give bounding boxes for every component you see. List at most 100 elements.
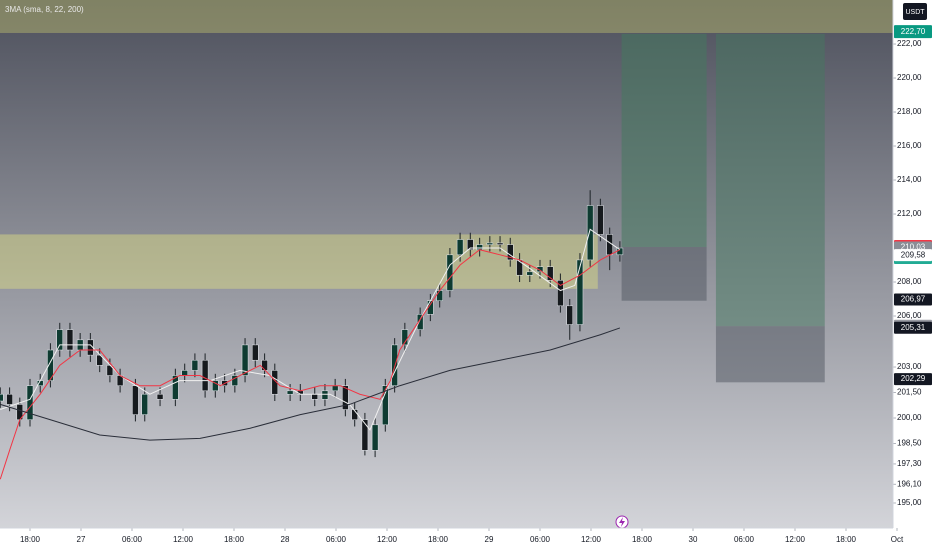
zone bbox=[621, 33, 707, 248]
candle-body bbox=[557, 280, 564, 307]
candle-body bbox=[536, 266, 544, 273]
candle-body bbox=[311, 393, 319, 400]
y-tick-label: 218,00 bbox=[897, 107, 922, 116]
candle-body bbox=[331, 385, 339, 392]
candle-body bbox=[241, 344, 249, 376]
y-tick-label: 208,00 bbox=[897, 277, 922, 286]
x-tick-label: 28 bbox=[281, 535, 290, 544]
zone bbox=[715, 326, 825, 383]
x-tick-label: 18:00 bbox=[428, 535, 449, 544]
y-tick-label: 220,00 bbox=[897, 73, 922, 82]
x-tick-label: 18:00 bbox=[632, 535, 653, 544]
y-tick-label: 214,00 bbox=[897, 175, 922, 184]
x-tick-label: 12:00 bbox=[173, 535, 194, 544]
candle-body bbox=[436, 290, 443, 301]
moving-average bbox=[0, 327, 621, 441]
candle-body bbox=[191, 359, 199, 371]
price-label: 210,03 bbox=[901, 243, 926, 252]
candle-body bbox=[486, 242, 494, 245]
x-tick-label: 06:00 bbox=[734, 535, 755, 544]
candle-body bbox=[382, 385, 389, 426]
y-tick-label: 198,50 bbox=[897, 439, 922, 448]
candle-body bbox=[56, 329, 64, 351]
price-label-box bbox=[894, 321, 932, 334]
candle-body bbox=[156, 393, 164, 400]
x-tick-label: Oct bbox=[891, 535, 904, 544]
candle-body bbox=[506, 244, 514, 261]
candle-body bbox=[361, 419, 369, 451]
zone bbox=[715, 33, 825, 327]
y-tick-label: 216,00 bbox=[897, 141, 922, 150]
moving-average bbox=[0, 228, 621, 431]
price-label-box bbox=[894, 373, 932, 386]
candle-body bbox=[47, 349, 54, 381]
candle-body bbox=[456, 239, 464, 256]
x-tick-label: 06:00 bbox=[530, 535, 551, 544]
y-tick-label: 206,00 bbox=[897, 311, 922, 320]
y-tick-label: 222,00 bbox=[897, 39, 922, 48]
candle-body bbox=[6, 393, 13, 405]
candle-body bbox=[66, 329, 74, 351]
x-tick-label: 30 bbox=[689, 535, 698, 544]
plot-area bbox=[0, 0, 893, 480]
candle-body bbox=[252, 344, 259, 361]
y-tick-label: 196,10 bbox=[897, 479, 922, 488]
candle-body bbox=[231, 375, 239, 386]
candle-body bbox=[516, 259, 523, 276]
candle-body bbox=[321, 390, 329, 400]
currency: USDT bbox=[905, 9, 925, 16]
y-tick-label: 212,00 bbox=[897, 209, 922, 218]
candle-body bbox=[0, 393, 4, 402]
candle-body bbox=[476, 244, 483, 250]
currency-box[interactable] bbox=[903, 3, 927, 20]
price-label: 209,58 bbox=[901, 250, 926, 259]
indicator-legend: 3MA (sma, 8, 22, 200) bbox=[5, 5, 84, 14]
candle-body bbox=[526, 271, 534, 276]
zone bbox=[0, 234, 598, 289]
y-tick-label: 195,00 bbox=[897, 498, 922, 507]
candle-body bbox=[181, 370, 188, 376]
price-label: 206,97 bbox=[901, 295, 926, 304]
candle-body bbox=[271, 370, 279, 395]
y-tick-label: 201,50 bbox=[897, 388, 922, 397]
x-tick-label: 12:00 bbox=[377, 535, 398, 544]
y-tick-label: 197,30 bbox=[897, 459, 922, 468]
candle-body bbox=[566, 305, 573, 325]
candle-body bbox=[546, 266, 554, 281]
candle-body bbox=[286, 390, 294, 395]
price-label: 205,31 bbox=[901, 323, 926, 332]
candle-body bbox=[132, 385, 139, 415]
y-tick-label: 203,00 bbox=[897, 362, 922, 371]
x-tick-label: 06:00 bbox=[122, 535, 143, 544]
candle-body bbox=[576, 259, 584, 325]
candle-body bbox=[416, 314, 424, 330]
zone bbox=[0, 0, 893, 33]
x-tick-label: 12:00 bbox=[785, 535, 806, 544]
x-tick-label: 18:00 bbox=[224, 535, 245, 544]
x-tick-label: 12:00 bbox=[581, 535, 602, 544]
candle-body bbox=[616, 247, 624, 256]
price-label-box bbox=[894, 26, 932, 39]
candle-body bbox=[201, 359, 209, 392]
candle-body bbox=[141, 393, 149, 415]
candle-body bbox=[586, 205, 594, 261]
zone bbox=[621, 247, 707, 301]
price-label: 222,70 bbox=[901, 27, 926, 36]
price-label: 202,29 bbox=[901, 374, 926, 383]
candle-body bbox=[467, 239, 474, 250]
price-label-box bbox=[894, 249, 932, 262]
candle-body bbox=[212, 380, 219, 392]
candle-body bbox=[496, 242, 504, 245]
event-bolt bbox=[619, 517, 625, 527]
candle-body bbox=[371, 424, 379, 451]
x-tick-label: 18:00 bbox=[836, 535, 857, 544]
price-label-box bbox=[894, 293, 932, 306]
x-tick-label: 27 bbox=[77, 535, 86, 544]
y-tick-label: 200,00 bbox=[897, 413, 922, 422]
candle-body bbox=[261, 359, 268, 371]
candle-body bbox=[172, 375, 179, 400]
x-tick-label: 06:00 bbox=[326, 535, 347, 544]
candle-body bbox=[342, 385, 349, 410]
